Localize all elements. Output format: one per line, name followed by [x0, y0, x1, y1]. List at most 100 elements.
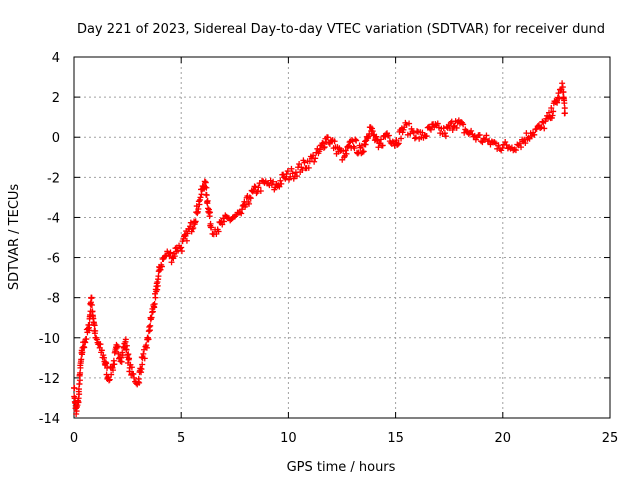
data-point: [502, 138, 509, 145]
data-point: [125, 351, 132, 358]
data-point: [149, 308, 156, 315]
data-point: [141, 355, 148, 362]
x-tick-label: 20: [495, 431, 512, 446]
data-point: [178, 244, 185, 251]
data-point: [71, 385, 78, 392]
data-point: [541, 125, 548, 132]
y-tick-label: -6: [47, 252, 60, 267]
data-point: [516, 140, 523, 147]
data-point: [88, 294, 95, 301]
data-point: [483, 132, 490, 139]
data-point: [491, 139, 498, 146]
data-point: [288, 165, 295, 172]
y-tick-label: -2: [47, 171, 60, 186]
data-point: [106, 377, 113, 384]
data-point: [75, 386, 82, 393]
data-point: [168, 259, 175, 266]
data-point: [538, 124, 545, 131]
data-point: [353, 137, 360, 144]
y-tick-label: 4: [52, 51, 60, 66]
data-point: [525, 134, 532, 141]
data-point: [203, 184, 210, 191]
data-point: [299, 167, 306, 174]
data-point: [126, 355, 133, 362]
data-point: [195, 205, 202, 212]
data-point: [206, 209, 213, 216]
data-point: [286, 176, 293, 183]
data-point: [395, 140, 402, 147]
data-point: [110, 367, 117, 374]
data-point: [251, 183, 258, 190]
data-point: [128, 364, 135, 371]
data-point: [167, 249, 174, 256]
data-point: [321, 144, 328, 151]
data-point: [324, 134, 331, 141]
data-point: [183, 237, 190, 244]
data-point: [154, 282, 161, 289]
data-point: [208, 224, 215, 231]
chart-title: Day 221 of 2023, Sidereal Day-to-day VTE…: [77, 22, 605, 37]
data-point: [246, 200, 253, 207]
data-point: [296, 161, 303, 168]
x-tick-label: 0: [70, 431, 78, 446]
data-point: [100, 352, 107, 359]
data-point: [394, 141, 401, 148]
data-point: [434, 120, 441, 127]
data-point: [352, 136, 359, 143]
data-point: [157, 266, 164, 273]
data-point: [278, 180, 285, 187]
data-point: [138, 354, 145, 361]
data-point: [518, 144, 525, 151]
data-point: [385, 132, 392, 139]
data-point: [379, 142, 386, 149]
data-point: [561, 110, 568, 117]
data-point: [237, 209, 244, 216]
data-point: [106, 376, 113, 383]
data-point: [122, 336, 129, 343]
data-point: [284, 168, 291, 175]
data-point: [499, 145, 506, 151]
y-tick-label: -12: [39, 372, 60, 387]
data-point: [184, 230, 191, 237]
data-point: [239, 206, 246, 213]
data-point: [131, 374, 138, 381]
data-point: [369, 128, 376, 135]
data-point: [393, 137, 400, 144]
data-point: [398, 135, 405, 142]
data-point: [255, 184, 262, 191]
data-point: [414, 128, 421, 135]
data-point: [178, 248, 185, 255]
data-point: [158, 263, 165, 270]
data-point: [124, 351, 131, 358]
data-point: [559, 80, 566, 87]
data-point: [298, 164, 305, 171]
axis-ticks: 0 5 10 15 20 25 -14 -12 -10 -8 -6 -4 -2 0 2 4: [39, 51, 619, 446]
data-point: [148, 314, 155, 321]
data-point: [450, 123, 457, 130]
data-point: [522, 140, 529, 147]
x-axis-title: GPS time / hours: [287, 460, 396, 475]
x-tick-label: 10: [280, 431, 297, 446]
data-point: [316, 146, 323, 153]
y-tick-label: 0: [52, 131, 60, 146]
data-point: [496, 146, 503, 152]
data-point: [555, 90, 562, 97]
data-point: [460, 121, 467, 128]
data-point: [480, 135, 487, 142]
data-point: [88, 302, 95, 309]
data-point: [366, 130, 373, 137]
data-point: [145, 336, 152, 343]
data-point: [554, 99, 561, 106]
data-point: [531, 131, 538, 138]
data-point: [247, 195, 254, 202]
data-point: [166, 253, 173, 260]
data-point: [512, 147, 519, 154]
data-point: [115, 350, 122, 357]
data-point: [548, 105, 555, 112]
data-point: [203, 192, 210, 199]
data-point: [423, 133, 430, 140]
data-point: [140, 350, 147, 357]
data-point: [511, 146, 518, 153]
data-point: [257, 187, 264, 194]
x-tick-label: 15: [387, 431, 404, 446]
